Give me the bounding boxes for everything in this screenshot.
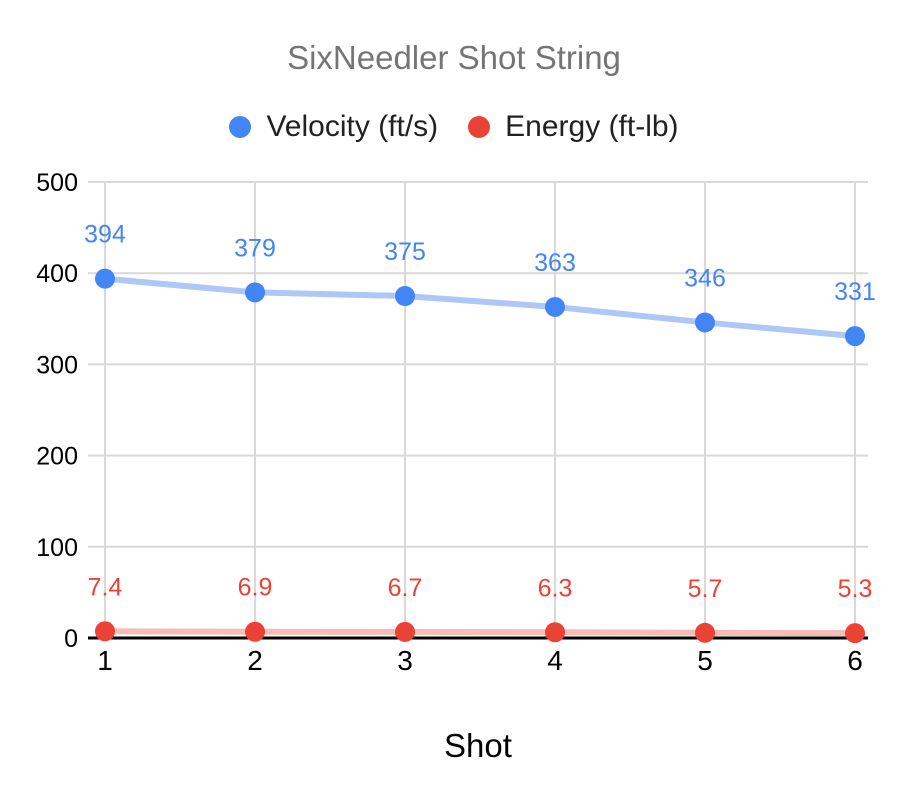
energy-data-label: 5.3 bbox=[838, 575, 873, 603]
x-tick-label: 5 bbox=[697, 645, 713, 676]
energy-point[interactable] bbox=[395, 621, 415, 642]
velocity-point[interactable] bbox=[545, 296, 565, 317]
energy-legend-label: Energy (ft-lb) bbox=[505, 110, 679, 143]
energy-point[interactable] bbox=[695, 622, 715, 643]
velocity-data-label: 363 bbox=[534, 249, 576, 277]
y-tick-label: 0 bbox=[64, 625, 78, 653]
velocity-line bbox=[102, 275, 858, 340]
chart-title: SixNeedler Shot String bbox=[287, 39, 621, 76]
energy-data-label: 7.4 bbox=[88, 573, 123, 601]
energy-point[interactable] bbox=[95, 621, 115, 642]
energy-point[interactable] bbox=[545, 622, 565, 643]
legend-item-energy[interactable]: Energy (ft-lb) bbox=[468, 110, 679, 144]
velocity-point[interactable] bbox=[245, 282, 265, 303]
velocity-point[interactable] bbox=[395, 286, 415, 306]
velocity-data-label: 346 bbox=[684, 264, 726, 292]
x-tick-label: 3 bbox=[397, 645, 413, 676]
legend: Velocity (ft/s) Energy (ft-lb) bbox=[0, 110, 908, 144]
energy-data-label: 6.3 bbox=[538, 574, 573, 602]
x-tick-label: 1 bbox=[97, 645, 113, 676]
energy-data-label: 6.9 bbox=[238, 574, 273, 602]
velocity-data-label: 379 bbox=[234, 234, 276, 262]
energy-data-label: 6.7 bbox=[388, 574, 423, 602]
y-tick-label: 300 bbox=[36, 351, 78, 379]
velocity-legend-dot-icon bbox=[229, 116, 252, 138]
y-tick-label: 200 bbox=[36, 443, 78, 471]
x-axis-title: Shot bbox=[444, 727, 512, 764]
x-tick-label: 6 bbox=[847, 645, 863, 676]
velocity-data-label: 375 bbox=[384, 238, 426, 266]
velocity-data-label: 331 bbox=[834, 278, 876, 306]
energy-legend-dot-icon bbox=[468, 116, 491, 138]
y-tick-label: 500 bbox=[36, 169, 78, 197]
velocity-point[interactable] bbox=[845, 326, 865, 347]
y-tick-label: 100 bbox=[36, 534, 78, 562]
velocity-point[interactable] bbox=[95, 268, 115, 289]
velocity-data-label: 394 bbox=[84, 221, 126, 249]
velocity-legend-label: Velocity (ft/s) bbox=[266, 110, 439, 143]
energy-line bbox=[102, 628, 858, 637]
energy-point[interactable] bbox=[245, 621, 265, 642]
legend-item-velocity[interactable]: Velocity (ft/s) bbox=[229, 110, 438, 144]
x-tick-label: 2 bbox=[247, 645, 263, 676]
x-tick-label: 4 bbox=[547, 645, 563, 676]
y-tick-label: 400 bbox=[36, 260, 78, 288]
energy-data-label: 5.7 bbox=[688, 575, 723, 603]
velocity-point[interactable] bbox=[695, 312, 715, 333]
energy-point[interactable] bbox=[845, 623, 865, 644]
